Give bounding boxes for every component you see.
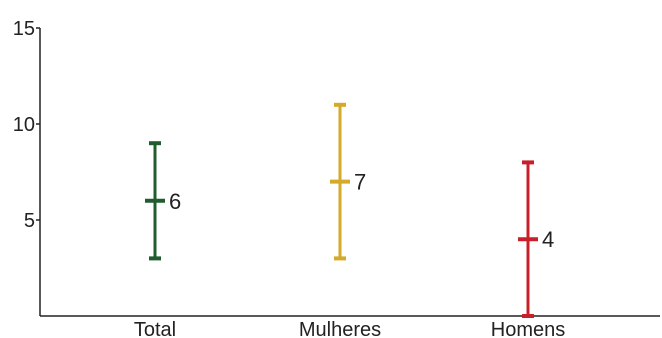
data-label: 6 (169, 189, 181, 214)
y-tick-labels: 5 10 15 (13, 18, 40, 232)
y-tick-label: 15 (13, 18, 35, 40)
x-category-label: Total (134, 319, 176, 338)
error-bar-total (145, 141, 165, 261)
x-category-label: Homens (491, 319, 565, 338)
error-bar-homens (518, 160, 538, 318)
error-bar-mulheres (330, 102, 350, 261)
data-label: 7 (354, 170, 366, 195)
y-tick-label: 10 (13, 114, 35, 136)
data-labels: 6 7 4 (169, 170, 554, 253)
y-tick-label: 5 (24, 210, 35, 232)
error-bars (145, 102, 538, 318)
x-tick-labels: Total Mulheres Homens (134, 319, 565, 338)
axes (39, 28, 660, 317)
x-category-label: Mulheres (299, 319, 381, 338)
data-label: 4 (542, 227, 554, 252)
